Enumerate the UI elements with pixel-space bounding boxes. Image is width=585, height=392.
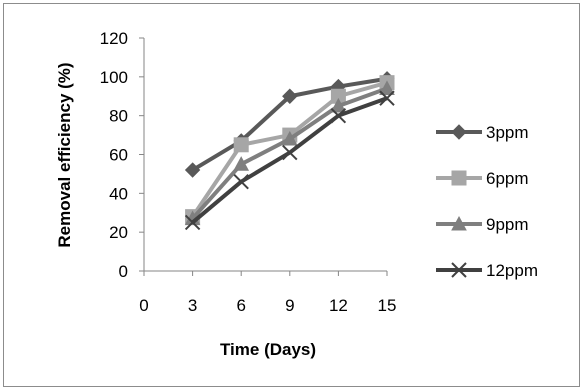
data-point-12ppm bbox=[282, 144, 298, 161]
legend-label: 3ppm bbox=[486, 123, 529, 142]
legend-marker bbox=[451, 170, 467, 186]
legend-marker bbox=[451, 124, 467, 140]
data-point-12ppm bbox=[184, 214, 201, 231]
data-point-6ppm bbox=[233, 137, 249, 153]
x-marker-stroke bbox=[451, 262, 467, 278]
x-marker-stroke bbox=[184, 214, 201, 231]
chart-frame bbox=[3, 3, 580, 387]
legend: 3ppm 6ppm 9ppm 12ppm bbox=[436, 123, 538, 280]
y-ticks: 0 20 40 60 80 100 120 bbox=[100, 29, 144, 281]
x-marker-stroke bbox=[379, 90, 395, 106]
x-tick-label: 3 bbox=[188, 296, 197, 315]
data-point-3ppm bbox=[184, 162, 201, 178]
data-point-12ppm bbox=[379, 90, 395, 106]
legend-marker bbox=[451, 215, 467, 231]
x-tick-label: 12 bbox=[329, 296, 348, 315]
x-tick-label: 9 bbox=[285, 296, 294, 315]
y-tick-label: 120 bbox=[100, 29, 128, 48]
data-point-9ppm bbox=[330, 97, 347, 113]
data-point-9ppm bbox=[379, 80, 395, 95]
y-axis-title: Removal efficiency (%) bbox=[55, 62, 74, 247]
axes bbox=[143, 38, 387, 272]
y-tick-label: 60 bbox=[109, 146, 128, 165]
plot-area bbox=[184, 71, 395, 231]
legend-label: 6ppm bbox=[486, 169, 529, 188]
x-marker-stroke bbox=[282, 144, 298, 161]
data-point-9ppm bbox=[281, 130, 298, 146]
x-marker-stroke bbox=[233, 173, 249, 190]
series-line-12ppm bbox=[191, 96, 388, 224]
legend-marker bbox=[451, 262, 467, 278]
legend-item-12ppm: 12ppm bbox=[436, 261, 538, 280]
y-tick-label: 80 bbox=[109, 107, 128, 126]
x-tick-label: 6 bbox=[236, 296, 245, 315]
x-marker-stroke bbox=[330, 107, 347, 124]
y-tick-label: 20 bbox=[109, 223, 128, 242]
legend-label: 12ppm bbox=[486, 261, 538, 280]
x-tick-label: 0 bbox=[139, 296, 148, 315]
legend-item-9ppm: 9ppm bbox=[436, 215, 529, 234]
legend-label: 9ppm bbox=[486, 215, 529, 234]
y-tick-label: 100 bbox=[100, 68, 128, 87]
data-point-9ppm bbox=[233, 156, 250, 171]
y-tick-label: 40 bbox=[109, 184, 128, 203]
legend-item-6ppm: 6ppm bbox=[436, 169, 529, 188]
y-tick-label: 0 bbox=[119, 262, 128, 281]
x-ticks: 0 3 6 9 12 15 bbox=[139, 271, 396, 315]
x-tick-label: 15 bbox=[378, 296, 397, 315]
legend-item-3ppm: 3ppm bbox=[436, 123, 529, 142]
data-point-3ppm bbox=[282, 88, 298, 104]
data-point-12ppm bbox=[330, 107, 347, 124]
x-axis-title: Time (Days) bbox=[220, 340, 316, 359]
data-point-12ppm bbox=[233, 173, 249, 190]
